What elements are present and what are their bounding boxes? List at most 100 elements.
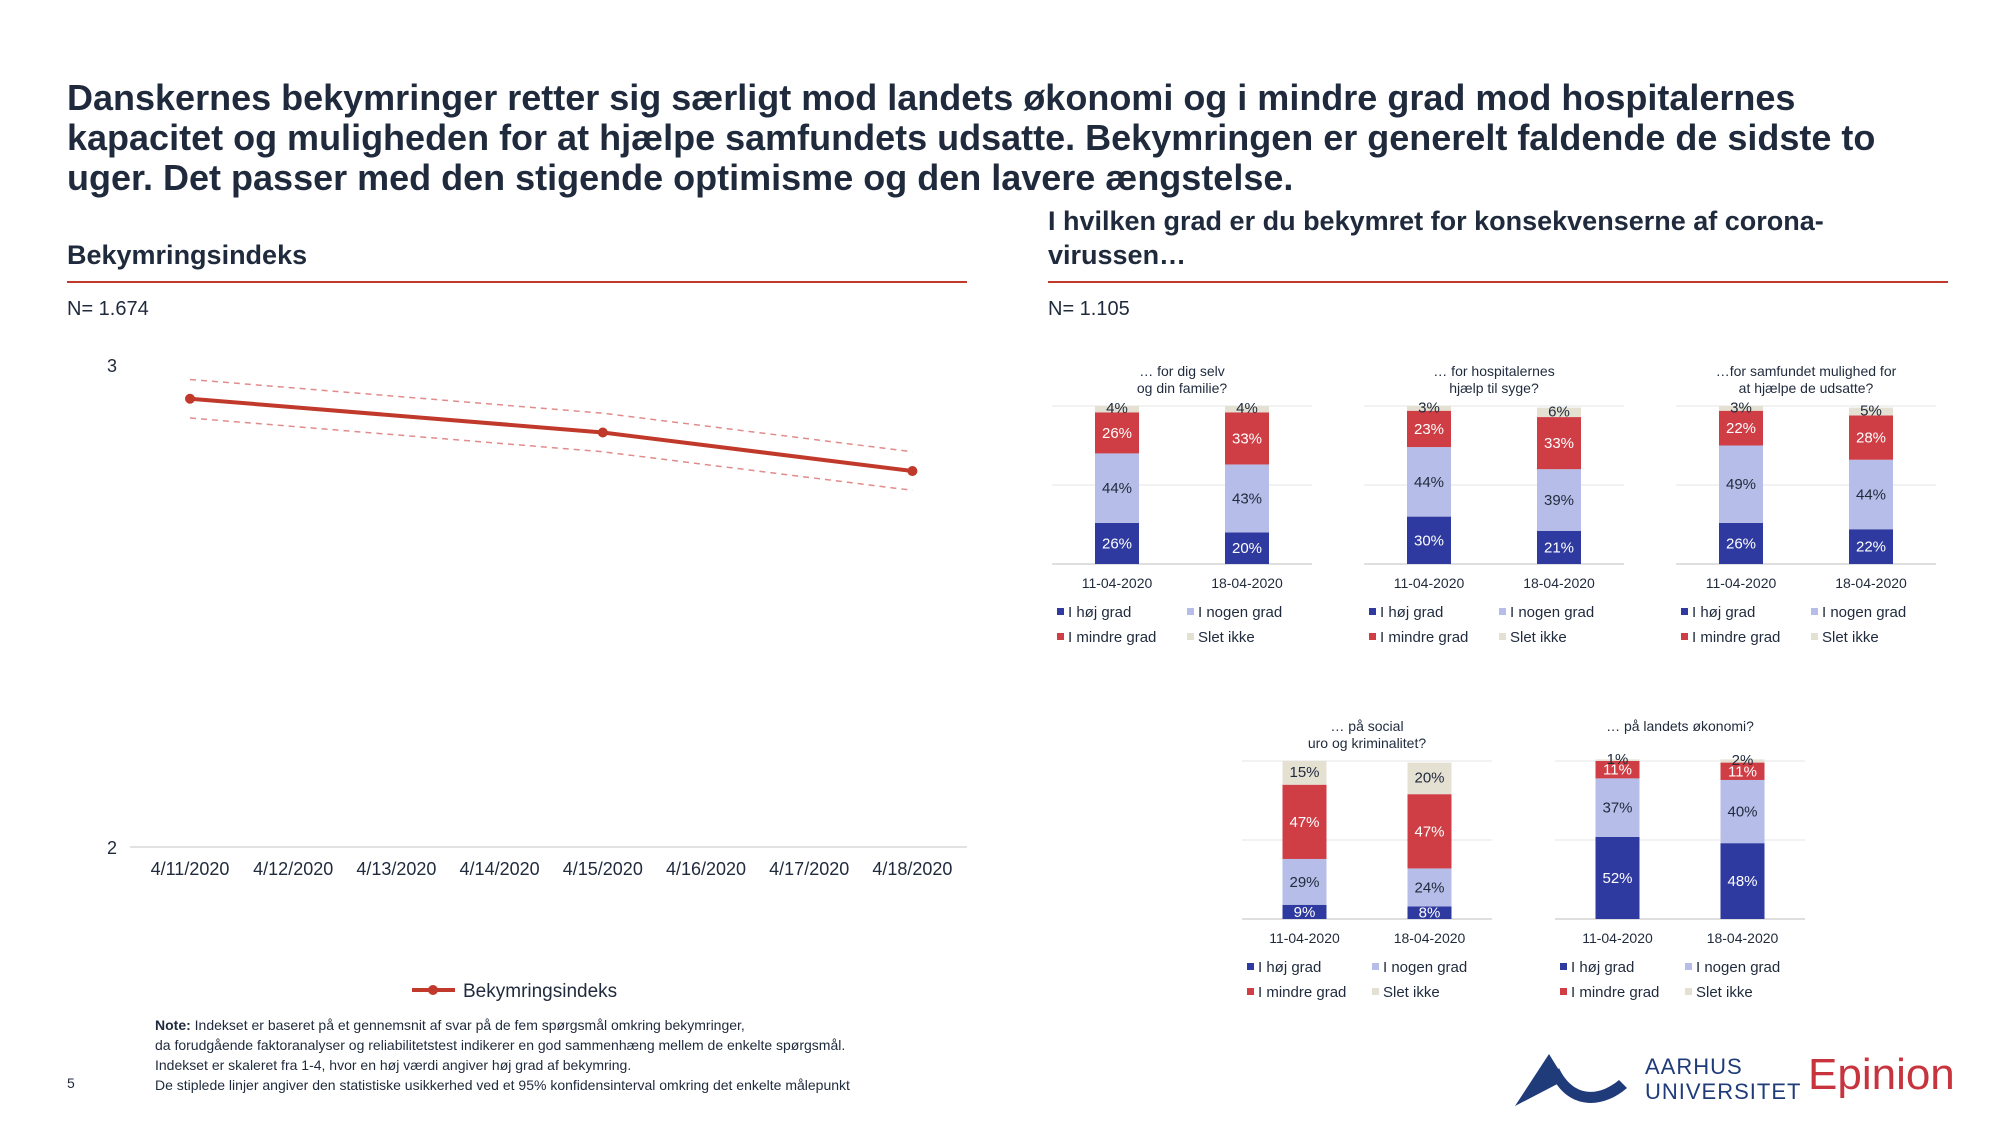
line-chart: 3 2 4/11/2020 4/12/2020 4/13/2020 4/14/2020 4/… — [107, 356, 967, 1002]
bar-segment — [1095, 412, 1139, 454]
legend-swatch — [1369, 633, 1376, 640]
au-logo-line-2: UNIVERSITET — [1645, 1079, 1802, 1104]
legend-swatch — [1811, 633, 1818, 640]
x-tick-label: 18-04-2020 — [1211, 575, 1283, 591]
x-tick-label: 11-04-2020 — [1394, 575, 1465, 591]
bar-segment — [1225, 406, 1269, 413]
data-label: 48% — [1727, 873, 1757, 890]
data-label: 15% — [1289, 764, 1319, 781]
bar-segment — [1537, 417, 1581, 470]
legend-label: I mindre grad — [1380, 629, 1468, 646]
legend-swatch — [1187, 633, 1194, 640]
y-tick-label: 3 — [107, 356, 117, 376]
legend-label: I nogen grad — [1822, 604, 1906, 621]
x-tick-label: 18-04-2020 — [1394, 930, 1466, 946]
bar-segment — [1407, 794, 1452, 869]
x-tick-label: 11-04-2020 — [1269, 930, 1340, 946]
data-label: 33% — [1544, 435, 1574, 452]
bar-chart-economy: … på landets økonomi?52%37%11%1%11-04-20… — [1555, 718, 1805, 1001]
x-tick-label: 4/17/2020 — [769, 859, 849, 879]
chart-title-line-2: og din familie? — [1137, 380, 1227, 396]
data-label: 44% — [1414, 474, 1444, 491]
bar-segment — [1282, 784, 1327, 859]
right-sample-size: N= 1.105 — [1048, 298, 1130, 320]
x-tick-label: 11-04-2020 — [1706, 575, 1777, 591]
bar-segment — [1407, 410, 1451, 448]
x-tick-label: 4/12/2020 — [253, 859, 333, 879]
bar-segment — [1407, 906, 1452, 919]
data-label: 47% — [1414, 823, 1444, 840]
x-tick-label: 18-04-2020 — [1835, 575, 1907, 591]
note-line-4: De stiplede linjer angiver den statistis… — [155, 1077, 850, 1093]
bar-segment — [1719, 410, 1763, 446]
legend-label: I mindre grad — [1258, 984, 1346, 1001]
right-section-title: I hvilken grad er du bekymret for konsek… — [1048, 206, 1824, 270]
legend-label: Slet ikke — [1822, 629, 1879, 646]
bar-segment — [1537, 530, 1581, 564]
data-label: 6% — [1548, 403, 1570, 420]
ci-upper-line — [189, 378, 913, 453]
bar-segment — [1225, 412, 1269, 465]
bar-segment — [1282, 858, 1327, 905]
legend-swatch — [1369, 608, 1376, 615]
data-label: 26% — [1102, 535, 1132, 552]
bar-segment — [1720, 759, 1765, 763]
footnote: Note: Indekset er baseret på et gennemsn… — [155, 1015, 850, 1095]
note-line-3: Indekset er skaleret fra 1-4, hvor en hø… — [155, 1057, 632, 1073]
legend-swatch — [1499, 608, 1506, 615]
legend-label: I høj grad — [1258, 959, 1321, 976]
x-tick-label: 4/14/2020 — [460, 859, 540, 879]
bar-segment — [1719, 522, 1763, 564]
legend-swatch — [1247, 988, 1254, 995]
data-point — [185, 393, 195, 404]
note-line-2: da forudgående faktoranalyser og reliabi… — [155, 1037, 846, 1053]
legend-label: I nogen grad — [1510, 604, 1594, 621]
data-label: 20% — [1232, 540, 1262, 557]
page-number: 5 — [67, 1075, 75, 1091]
data-label: 22% — [1726, 420, 1756, 437]
y-tick-label: 2 — [107, 838, 117, 858]
au-logo-line-1: AARHUS — [1645, 1054, 1743, 1079]
legend-swatch — [1247, 963, 1254, 970]
bar-segment — [1537, 469, 1581, 531]
chart-title-line-1: … for hospitalernes — [1433, 363, 1554, 379]
data-label: 26% — [1726, 535, 1756, 552]
left-divider — [67, 281, 967, 283]
bar-segment — [1720, 779, 1765, 844]
legend-label: Slet ikke — [1383, 984, 1440, 1001]
epinion-logo: Epinion — [1808, 1050, 1955, 1099]
legend-swatch — [1681, 633, 1688, 640]
bar-segment — [1719, 445, 1763, 523]
data-label: 22% — [1856, 539, 1886, 556]
legend-label: I mindre grad — [1571, 984, 1659, 1001]
legend-swatch — [1187, 608, 1194, 615]
bar-segment — [1849, 407, 1893, 416]
series-line — [189, 396, 913, 474]
bar-segment — [1720, 843, 1765, 919]
left-sample-size: N= 1.674 — [67, 298, 149, 320]
x-tick-label: 18-04-2020 — [1707, 930, 1779, 946]
legend-swatch — [1057, 608, 1064, 615]
note-line-1: Indekset er baseret på et gennemsnit af … — [190, 1017, 745, 1033]
bar-segment — [1095, 406, 1139, 413]
data-label: 11% — [1603, 762, 1632, 779]
bar-segment — [1595, 836, 1640, 919]
bar-segment — [1282, 904, 1327, 919]
bar-segment — [1225, 532, 1269, 564]
data-label: 30% — [1414, 532, 1444, 549]
data-label: 21% — [1544, 539, 1574, 556]
legend-swatch — [1372, 988, 1379, 995]
data-label: 5% — [1860, 403, 1882, 420]
data-label: 1% — [1607, 751, 1629, 768]
x-tick-label: 4/13/2020 — [356, 859, 436, 879]
x-tick-label: 4/18/2020 — [872, 859, 952, 879]
bar-segment — [1849, 415, 1893, 460]
bar-segment — [1595, 778, 1640, 837]
bar-segment — [1720, 762, 1765, 780]
x-tick-label: 4/16/2020 — [666, 859, 746, 879]
legend-swatch — [1499, 633, 1506, 640]
